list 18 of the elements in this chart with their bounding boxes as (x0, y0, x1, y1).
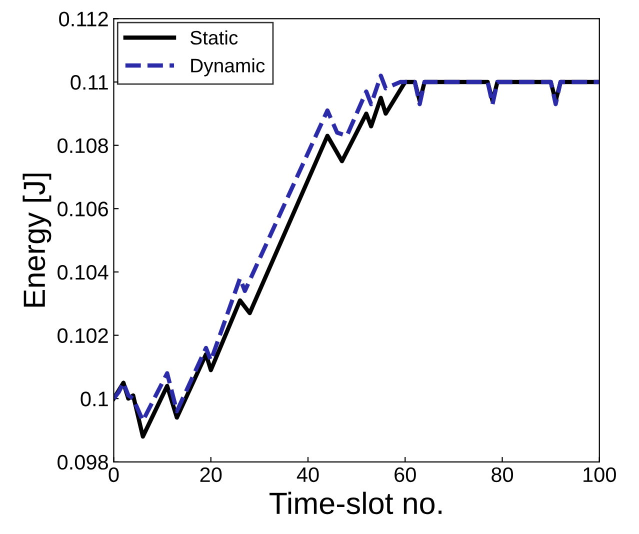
y-tick-label: 0.1 (80, 392, 108, 406)
x-tick-label: 0 (108, 467, 119, 482)
y-tick-label: 0.104 (58, 264, 108, 280)
legend-label: Dynamic (191, 58, 265, 76)
x-axis-title: Time-slot no. (270, 492, 442, 514)
y-tick-label: 0.11 (70, 75, 108, 90)
legend-label: Static (190, 30, 238, 45)
x-tick-label: 20 (200, 467, 222, 482)
x-tick-label: 40 (296, 467, 319, 482)
y-tick-label: 0.098 (58, 454, 108, 470)
y-tick-label: 0.102 (58, 328, 108, 344)
y-tick-label: 0.108 (58, 138, 108, 154)
x-tick-label: 80 (492, 467, 514, 482)
y-tick-label: 0.112 (59, 12, 108, 26)
y-tick-label: 0.106 (58, 202, 108, 216)
y-axis-title: Energy [J] (22, 174, 52, 307)
x-tick-label: 60 (394, 467, 416, 482)
x-tick-label: 100 (584, 467, 616, 482)
